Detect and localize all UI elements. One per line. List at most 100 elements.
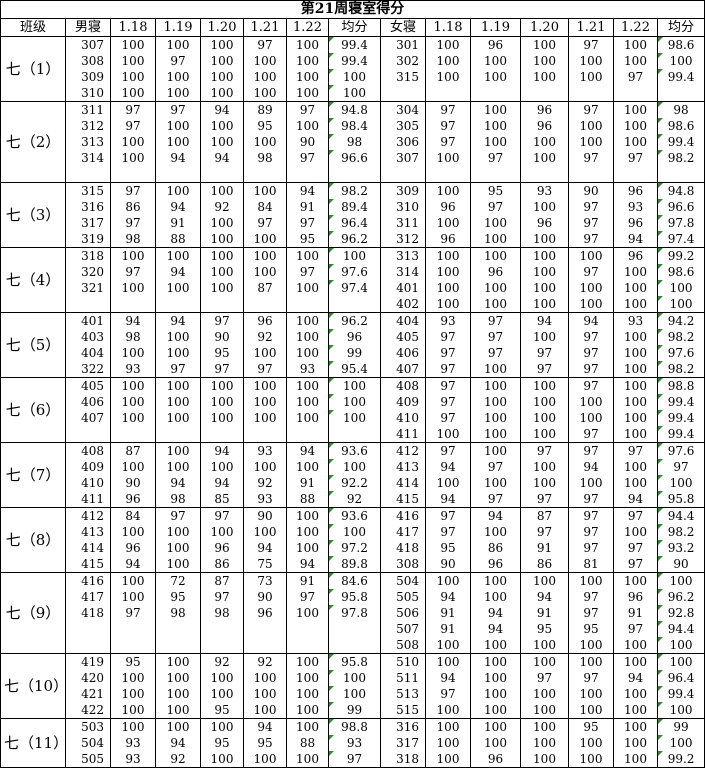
day-score: 100 xyxy=(520,637,569,654)
day-score: 73 xyxy=(243,572,287,589)
day-score: 100 xyxy=(286,410,329,426)
day-score: 100 xyxy=(470,394,521,410)
day-score: 100 xyxy=(155,653,201,670)
average-score: 97.6 xyxy=(656,442,705,459)
room-number: 313 xyxy=(380,247,426,264)
day-score: 100 xyxy=(425,247,471,264)
data-row: 七（8） 412 84 97 97 90 100 93.6 416 97 94 87 97 97 94.4 xyxy=(0,507,705,573)
day-score: 100 xyxy=(425,53,471,69)
data-row: 414 96 100 96 94 100 97.2 418 95 86 91 97 97 93.2 xyxy=(1,540,705,556)
average-score: 100 xyxy=(656,296,705,313)
day-score: 94 xyxy=(425,459,471,475)
day-score: 97 xyxy=(568,507,614,524)
room-number: 401 xyxy=(65,312,111,329)
data-row: 七（2） 311 97 97 94 89 97 94.8 304 97 100 96 97 100 98 xyxy=(0,101,705,183)
day-score: 100 xyxy=(613,394,658,410)
day-score: 100 xyxy=(155,85,201,102)
day-score: 93 xyxy=(425,312,471,329)
day-score: 98 xyxy=(110,329,156,345)
day-score: 97 xyxy=(425,377,471,394)
column-header: 均分 xyxy=(656,18,705,37)
room-number: 411 xyxy=(65,491,111,508)
day-score: 97 xyxy=(286,264,329,280)
room-number: 410 xyxy=(380,410,426,426)
day-score: 84 xyxy=(243,199,287,215)
day-score: 100 xyxy=(520,231,569,248)
day-score: 100 xyxy=(470,361,521,378)
day-score xyxy=(200,637,244,654)
day-score: 96 xyxy=(470,36,521,53)
day-score: 97 xyxy=(425,524,471,540)
day-score: 97 xyxy=(520,442,569,459)
day-score: 97 xyxy=(200,361,244,378)
day-score: 100 xyxy=(470,280,521,296)
day-score: 100 xyxy=(520,735,569,751)
day-score: 91 xyxy=(425,621,471,637)
day-score: 97 xyxy=(110,264,156,280)
day-score: 86 xyxy=(200,556,244,573)
day-score: 96 xyxy=(470,264,521,280)
average-score: 98.6 xyxy=(656,36,705,53)
day-score: 100 xyxy=(470,572,521,589)
day-score: 97 xyxy=(200,312,244,329)
day-score: 100 xyxy=(470,247,521,264)
average-score: 98.6 xyxy=(656,264,705,280)
room-number: 312 xyxy=(65,118,111,134)
day-score: 97 xyxy=(568,101,614,118)
average-score: 100 xyxy=(656,572,705,589)
day-score xyxy=(110,426,156,443)
day-score: 100 xyxy=(243,345,287,361)
average-score: 98 xyxy=(328,134,381,150)
day-score: 100 xyxy=(568,296,614,313)
day-score: 100 xyxy=(520,702,569,719)
day-score: 100 xyxy=(425,36,471,53)
day-score: 100 xyxy=(110,459,156,475)
day-score: 100 xyxy=(155,134,201,150)
day-score: 100 xyxy=(470,589,521,605)
column-header: 女寝 xyxy=(380,18,426,37)
day-score: 100 xyxy=(155,345,201,361)
column-header: 1.18 xyxy=(110,18,156,37)
day-score: 96 xyxy=(613,589,658,605)
day-score: 96 xyxy=(520,215,569,231)
data-row: 322 93 97 97 97 93 95.4 407 97 100 97 97 100 98.2 xyxy=(1,361,705,378)
average-score: 99.4 xyxy=(328,53,381,69)
room-number: 309 xyxy=(380,182,426,199)
day-score: 95 xyxy=(568,621,614,637)
table-title: 第21周寝室得分 xyxy=(0,0,705,19)
data-row: 402 100 100 100 100 100 100 xyxy=(1,296,705,313)
day-score: 100 xyxy=(243,377,287,394)
day-score: 100 xyxy=(613,329,658,345)
day-score: 94 xyxy=(425,589,471,605)
room-number: 320 xyxy=(65,264,111,280)
room-number: 411 xyxy=(380,426,426,443)
day-score: 100 xyxy=(470,442,521,459)
room-number: 511 xyxy=(380,670,426,686)
day-score: 100 xyxy=(110,572,156,589)
average-score: 93 xyxy=(328,735,381,751)
day-score xyxy=(155,637,201,654)
day-score: 100 xyxy=(613,53,658,69)
day-score: 97 xyxy=(568,491,614,508)
data-row: 七（11） 503 100 100 100 94 100 98.8 316 100 100 100 95… xyxy=(0,718,705,768)
day-score: 86 xyxy=(520,556,569,573)
day-score: 100 xyxy=(568,280,614,296)
day-score: 100 xyxy=(520,459,569,475)
room-number: 301 xyxy=(380,36,426,53)
day-score: 84 xyxy=(110,507,156,524)
day-score: 94 xyxy=(243,540,287,556)
day-score: 95 xyxy=(200,735,244,751)
room-number: 405 xyxy=(65,377,111,394)
average-score: 98.2 xyxy=(328,182,381,199)
day-score: 94 xyxy=(200,150,244,166)
data-row: 504 93 94 95 95 88 93 317 100 100 100 100 100 100 xyxy=(1,735,705,751)
day-score: 100 xyxy=(155,540,201,556)
day-score: 100 xyxy=(613,296,658,313)
room-number: 304 xyxy=(380,101,426,118)
day-score: 96 xyxy=(425,199,471,215)
day-score: 100 xyxy=(286,751,329,768)
day-score: 100 xyxy=(520,377,569,394)
day-score: 97 xyxy=(568,264,614,280)
day-score: 100 xyxy=(155,702,201,719)
day-score: 96 xyxy=(110,540,156,556)
